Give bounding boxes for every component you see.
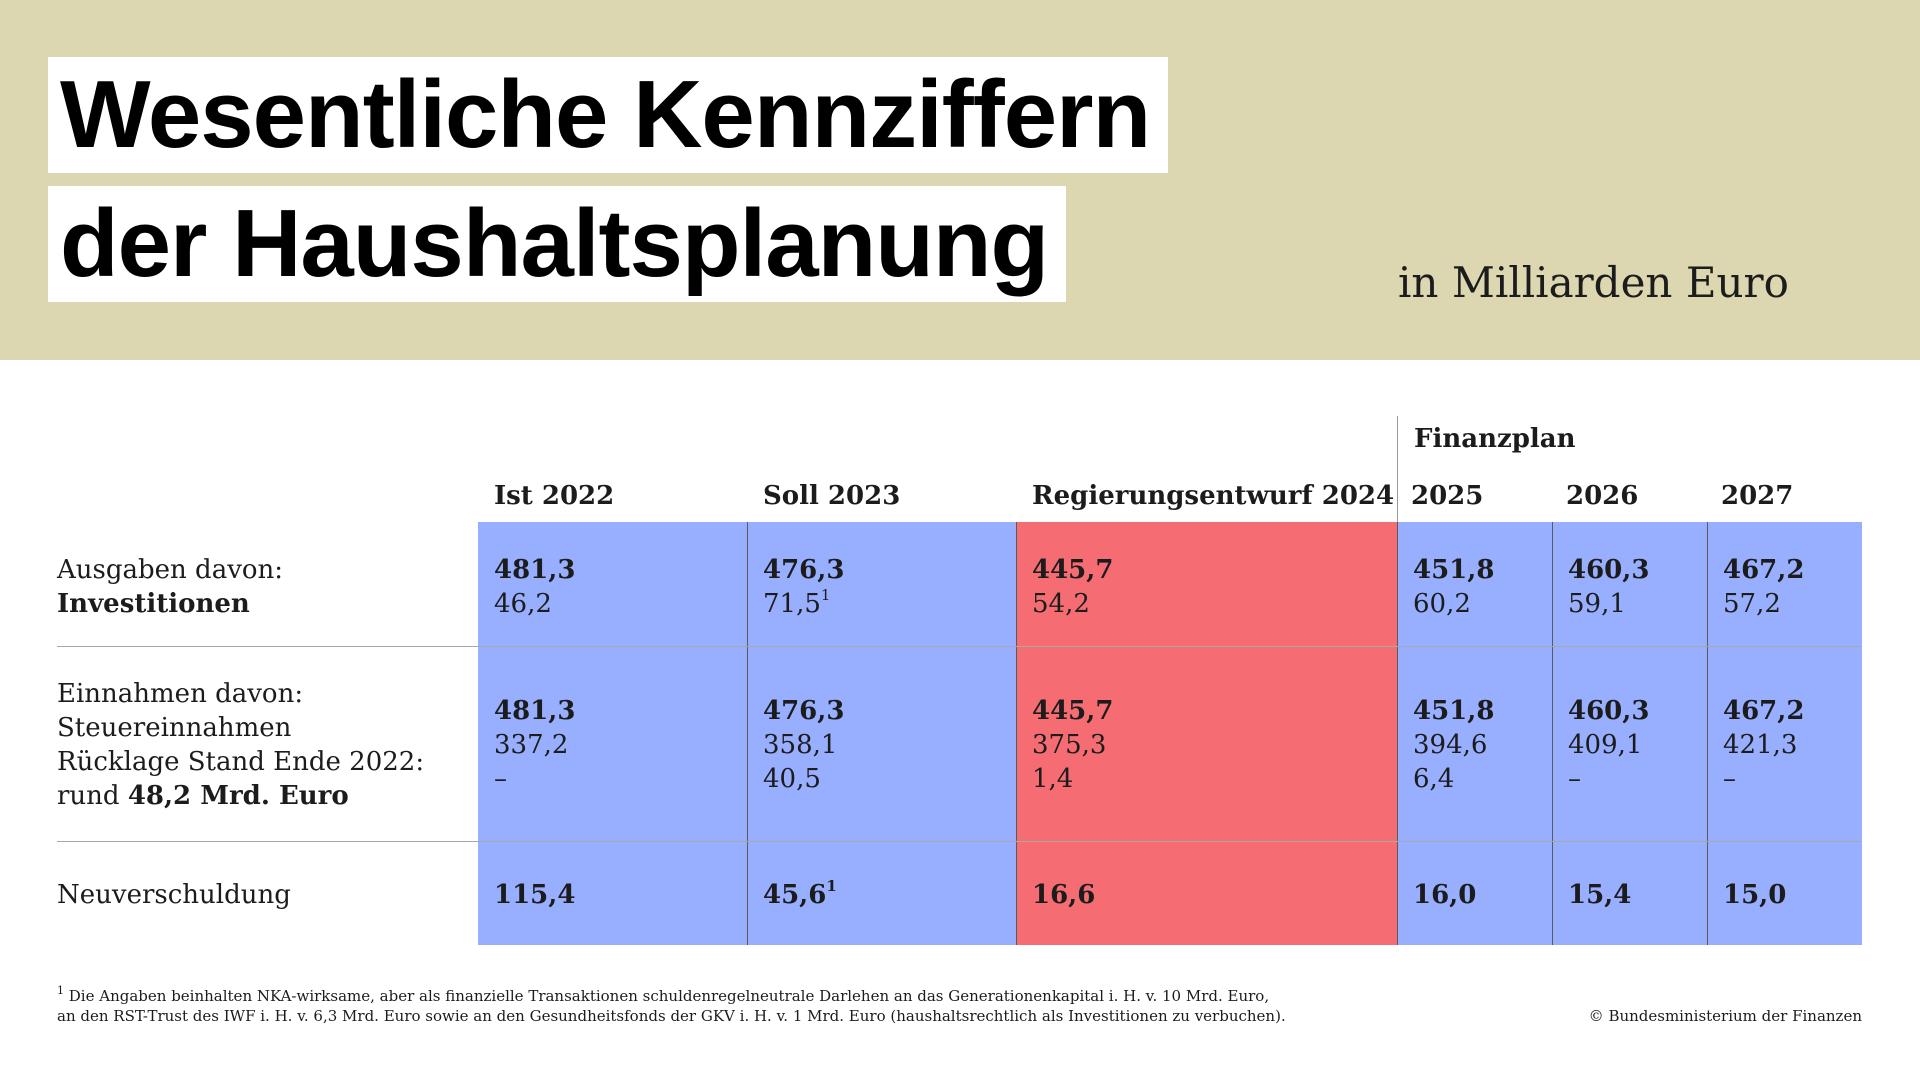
column-divider [1016,522,1017,945]
cell-steuereinnahmen: 421,3 [1723,730,1798,760]
row-label-investitionen: Investitionen [57,589,250,619]
footnote-line-1: 1 Die Angaben beinhalten NKA-wirksame, a… [57,984,1286,1006]
cell-ausgaben: 476,3 [763,555,845,585]
column-divider [747,522,748,945]
row-label-steuereinnahmen: Steuereinnahmen [57,713,292,743]
cell-neuverschuldung: 15,0 [1723,880,1787,910]
finanzplan-header: Finanzplan [1414,424,1576,454]
ruecklage-amount: 48,2 Mrd. Euro [127,781,349,811]
cell-investitionen: 46,2 [494,589,552,619]
cell-ruecklage: – [494,764,507,794]
cell-ruecklage: 1,4 [1032,764,1074,794]
cell-ausgaben: 451,8 [1413,555,1495,585]
column-bg-6 [1707,522,1862,945]
cell-einnahmen: 481,3 [494,696,576,726]
cell-ruecklage: – [1568,764,1581,794]
cell-ausgaben: 481,3 [494,555,576,585]
row-label-ausgaben: Ausgaben davon: [57,555,284,585]
cell-neuverschuldung: 16,0 [1413,880,1477,910]
cell-neuverschuldung: 45,61 [763,877,837,910]
cell-neuverschuldung: 16,6 [1032,880,1096,910]
column-divider [1397,522,1398,945]
cell-investitionen: 54,2 [1032,589,1090,619]
footnote-line-2: an den RST-Trust des IWF i. H. v. 6,3 Mr… [57,1007,1286,1025]
cell-einnahmen: 451,8 [1413,696,1495,726]
cell-einnahmen: 467,2 [1723,696,1805,726]
cell-steuereinnahmen: 375,3 [1032,730,1107,760]
column-bg-1 [478,522,747,945]
cell-ruecklage: 6,4 [1413,764,1455,794]
footnote-marker: 1 [57,984,64,997]
cell-einnahmen: 476,3 [763,696,845,726]
cell-ausgaben: 460,3 [1568,555,1650,585]
cell-steuereinnahmen: 394,6 [1413,730,1488,760]
column-bg-2 [747,522,1016,945]
cell-ausgaben: 445,7 [1032,555,1114,585]
cell-investitionen: 71,51 [763,586,831,619]
page-title-line-2: der Haushaltsplanung [48,186,1067,302]
column-bg-3 [1016,522,1397,945]
cell-steuereinnahmen: 358,1 [763,730,838,760]
column-divider [1707,522,1708,945]
unit-label: in Milliarden Euro [1398,258,1789,307]
column-header-4: 2025 [1411,481,1484,511]
ruecklage-prefix: rund [57,781,128,811]
cell-steuereinnahmen: 409,1 [1568,730,1643,760]
cell-ruecklage: 40,5 [763,764,821,794]
column-header-3: Regierungsentwurf 2024 [1032,481,1395,511]
row-label-einnahmen: Einnahmen davon: [57,679,304,709]
column-header-2: Soll 2023 [763,481,901,511]
column-divider [1552,522,1553,945]
cell-einnahmen: 460,3 [1568,696,1650,726]
column-header-6: 2027 [1721,481,1794,511]
copyright: © Bundesministerium der Finanzen [1588,1007,1862,1025]
row-label-ruecklage: Rücklage Stand Ende 2022: [57,747,425,777]
finanzplan-divider [1397,416,1398,522]
column-header-5: 2026 [1566,481,1639,511]
footnote-ref: 1 [826,877,837,896]
footnote-ref: 1 [820,586,831,605]
column-bg-5 [1552,522,1707,945]
column-bg-4 [1397,522,1552,945]
cell-ausgaben: 467,2 [1723,555,1805,585]
cell-einnahmen: 445,7 [1032,696,1114,726]
page-title-line-1: Wesentliche Kennziffern [48,57,1169,173]
footnote: 1 Die Angaben beinhalten NKA-wirksame, a… [57,984,1286,1026]
cell-steuereinnahmen: 337,2 [494,730,569,760]
cell-investitionen: 59,1 [1568,589,1626,619]
cell-neuverschuldung: 15,4 [1568,880,1632,910]
cell-ruecklage: – [1723,764,1736,794]
row-divider [57,841,1862,842]
row-label-neuverschuldung: Neuverschuldung [57,880,291,910]
row-label-ruecklage-amount: rund 48,2 Mrd. Euro [57,779,349,813]
column-header-1: Ist 2022 [494,481,615,511]
cell-neuverschuldung: 115,4 [494,880,576,910]
row-divider [57,646,1862,647]
cell-investitionen: 60,2 [1413,589,1471,619]
cell-investitionen: 57,2 [1723,589,1781,619]
footnote-text-1: Die Angaben beinhalten NKA-wirksame, abe… [68,987,1270,1005]
